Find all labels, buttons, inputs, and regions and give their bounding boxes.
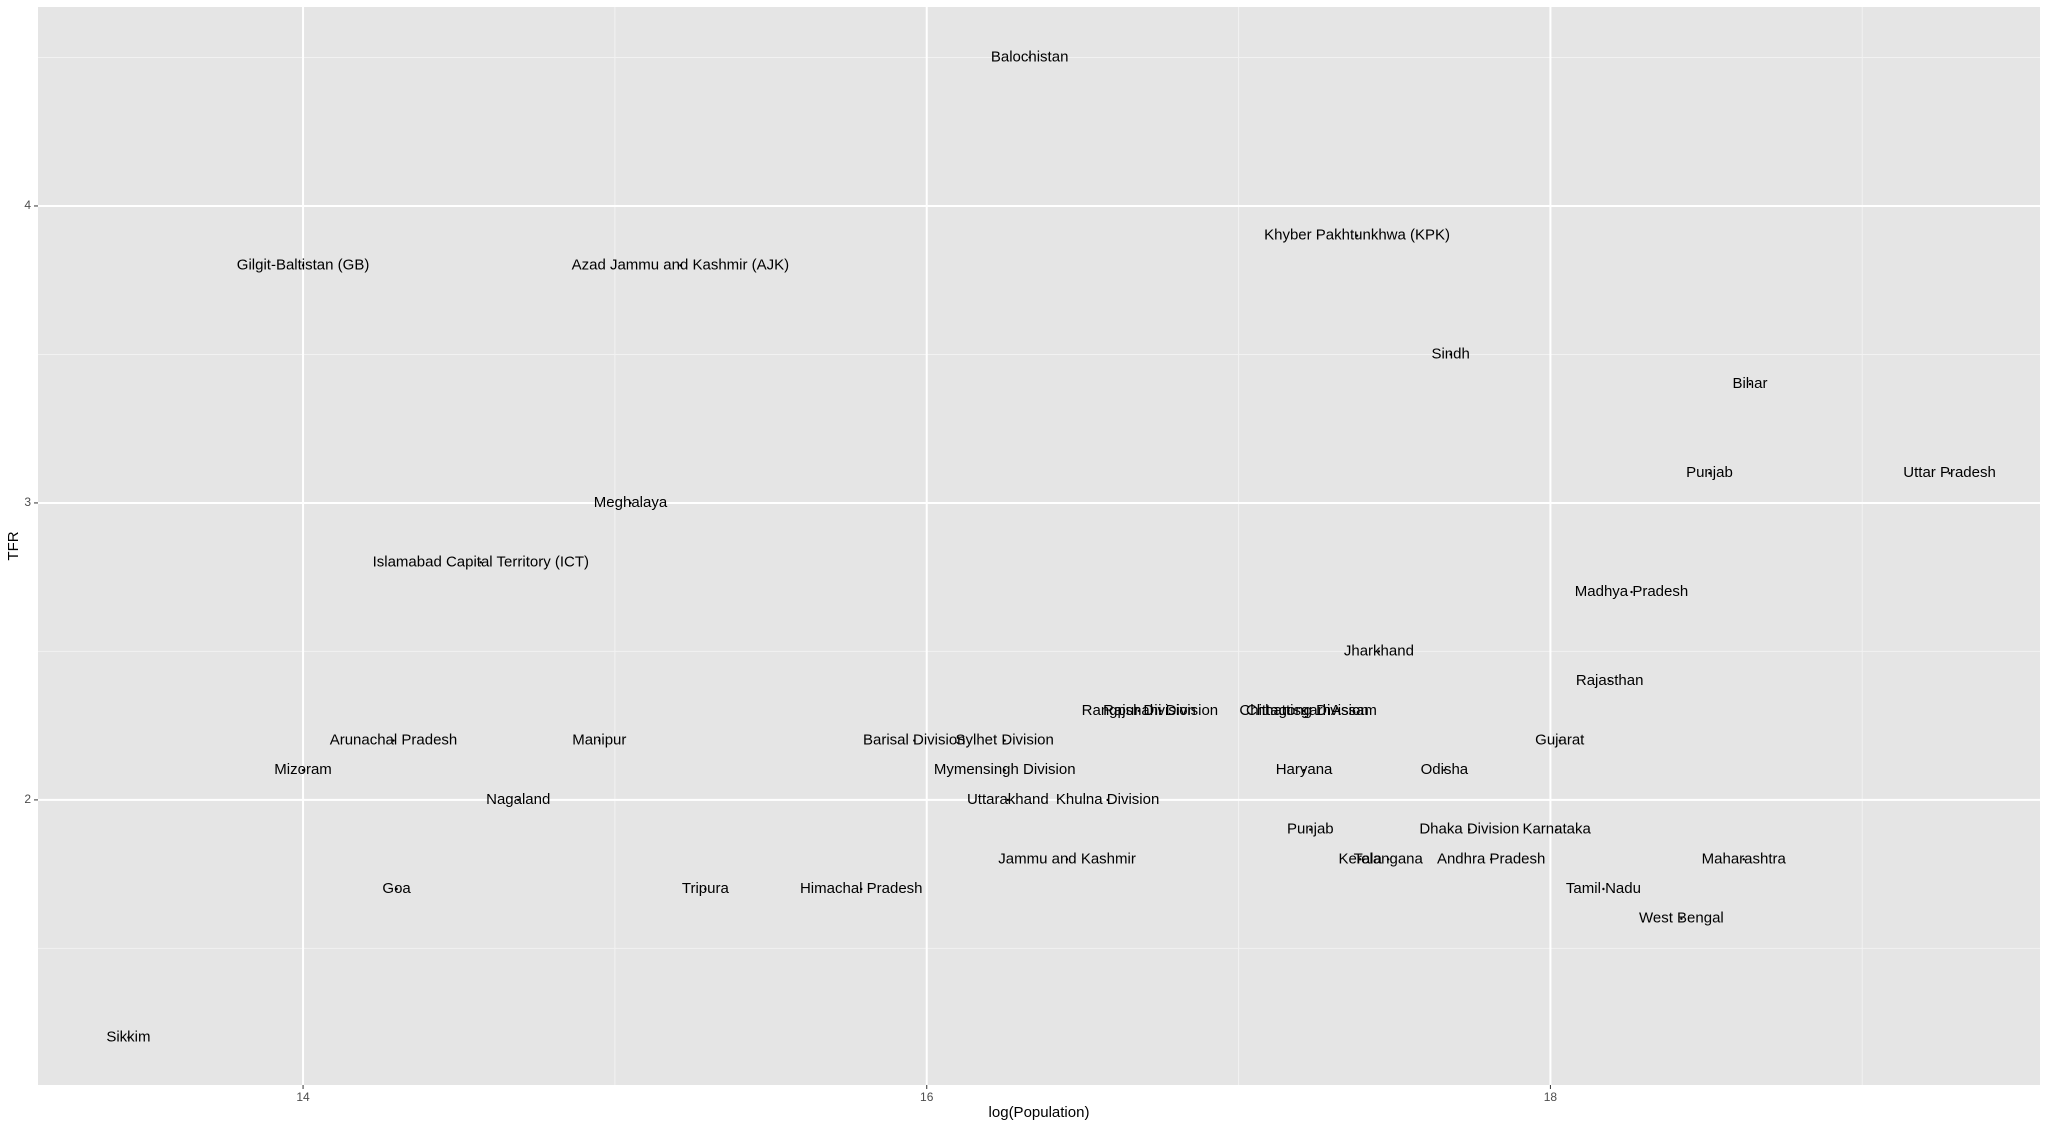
point — [1309, 828, 1312, 831]
point — [629, 501, 632, 505]
point — [1355, 234, 1359, 237]
point — [1003, 739, 1006, 742]
point-label: Sindh — [1431, 345, 1469, 362]
y-tick-label: 2 — [24, 792, 31, 806]
point — [1302, 769, 1306, 772]
point — [1358, 858, 1362, 861]
point-label: Odisha — [1421, 761, 1469, 778]
point — [479, 561, 483, 564]
point — [1028, 56, 1031, 59]
point — [1003, 769, 1006, 772]
point-label: Bihar — [1732, 375, 1767, 392]
point — [1608, 679, 1611, 683]
point — [1742, 858, 1745, 861]
point-label: Chhattisgarh — [1246, 702, 1331, 719]
point-label: Islamabad Capital Territory (ICT) — [373, 553, 589, 570]
point-label: Azad Jammu and Kashmir (AJK) — [572, 256, 790, 273]
y-tick-label: 4 — [24, 198, 31, 212]
point-label: Tamil Nadu — [1566, 880, 1641, 897]
point — [598, 739, 601, 742]
point — [1065, 858, 1069, 861]
point-label: Telangana — [1354, 850, 1424, 867]
point-label: Manipur — [572, 731, 626, 748]
point — [127, 1036, 130, 1039]
point-label: Khulna Division — [1056, 791, 1159, 808]
point — [301, 264, 305, 267]
point — [1630, 590, 1633, 594]
point-label: Jharkhand — [1344, 642, 1414, 659]
y-tick-label: 3 — [24, 495, 31, 509]
x-axis-title: log(Population) — [989, 1104, 1090, 1121]
point — [395, 887, 398, 891]
point-label: Haryana — [1276, 761, 1333, 778]
point-label: Sylhet Division — [956, 731, 1054, 748]
point — [392, 739, 395, 742]
point — [1558, 739, 1561, 742]
point — [1449, 353, 1452, 356]
point-label: Andhra Pradesh — [1437, 850, 1545, 867]
point-label: West Bengal — [1639, 910, 1724, 927]
point — [704, 887, 707, 891]
point — [1302, 709, 1306, 713]
point-label: Uttar Pradesh — [1903, 464, 1996, 481]
point — [860, 887, 863, 891]
point — [1489, 858, 1493, 861]
x-tick-label: 14 — [296, 1090, 310, 1104]
point-label: Rajshahi Division — [1103, 702, 1218, 719]
point-label: Goa — [382, 880, 411, 897]
point — [913, 739, 916, 742]
point-label: Assam — [1331, 702, 1377, 719]
point — [1708, 472, 1711, 475]
point-label: Maharashtra — [1702, 850, 1787, 867]
point-label: Himachal Pradesh — [800, 880, 923, 897]
point-label: Sikkim — [106, 1028, 150, 1045]
x-tick-label: 16 — [920, 1090, 934, 1104]
point — [1948, 472, 1951, 475]
point — [1748, 382, 1752, 386]
point-label: Punjab — [1287, 821, 1334, 838]
point-label: Chittagong Division — [1239, 702, 1368, 719]
point — [301, 769, 305, 772]
point — [1443, 769, 1446, 772]
point-label: Uttarakhand — [967, 791, 1049, 808]
y-axis-title: TFR — [5, 531, 22, 560]
point-label: Nagaland — [486, 791, 550, 808]
point-label: Madhya Pradesh — [1575, 583, 1688, 600]
point — [1555, 828, 1558, 831]
point — [1468, 828, 1471, 831]
point — [1159, 709, 1162, 713]
point-label: Rangpur Division — [1082, 702, 1196, 719]
panel — [38, 7, 2040, 1085]
point-label: Rajasthan — [1576, 672, 1644, 689]
point — [1106, 798, 1109, 802]
point-label: Gilgit-Baltistan (GB) — [237, 256, 370, 273]
point — [517, 798, 520, 802]
point-label: Meghalaya — [594, 494, 668, 511]
point — [1352, 709, 1356, 713]
point-label: Dhaka Division — [1419, 821, 1519, 838]
point-label: Mizoram — [274, 761, 332, 778]
point — [1137, 709, 1140, 713]
point-label: Barisal Division — [863, 731, 966, 748]
point — [1680, 917, 1683, 920]
point — [679, 264, 682, 267]
point-label: Tripura — [682, 880, 730, 897]
point — [1006, 798, 1010, 802]
point-label: Karnataka — [1522, 821, 1591, 838]
point-label: Jammu and Kashmir — [998, 850, 1136, 867]
point-label: Balochistan — [991, 48, 1069, 65]
x-tick-label: 18 — [1544, 1090, 1558, 1104]
point — [1287, 709, 1290, 713]
point-label: Kerala — [1339, 850, 1383, 867]
point-label: Mymensingh Division — [934, 761, 1076, 778]
point-label: Gujarat — [1535, 731, 1585, 748]
point-label: Arunachal Pradesh — [330, 731, 458, 748]
point — [1377, 650, 1381, 653]
point — [1602, 887, 1605, 891]
point — [1387, 858, 1390, 861]
point-label: Khyber Pakhtunkhwa (KPK) — [1264, 227, 1450, 244]
point-label: Punjab — [1686, 464, 1733, 481]
